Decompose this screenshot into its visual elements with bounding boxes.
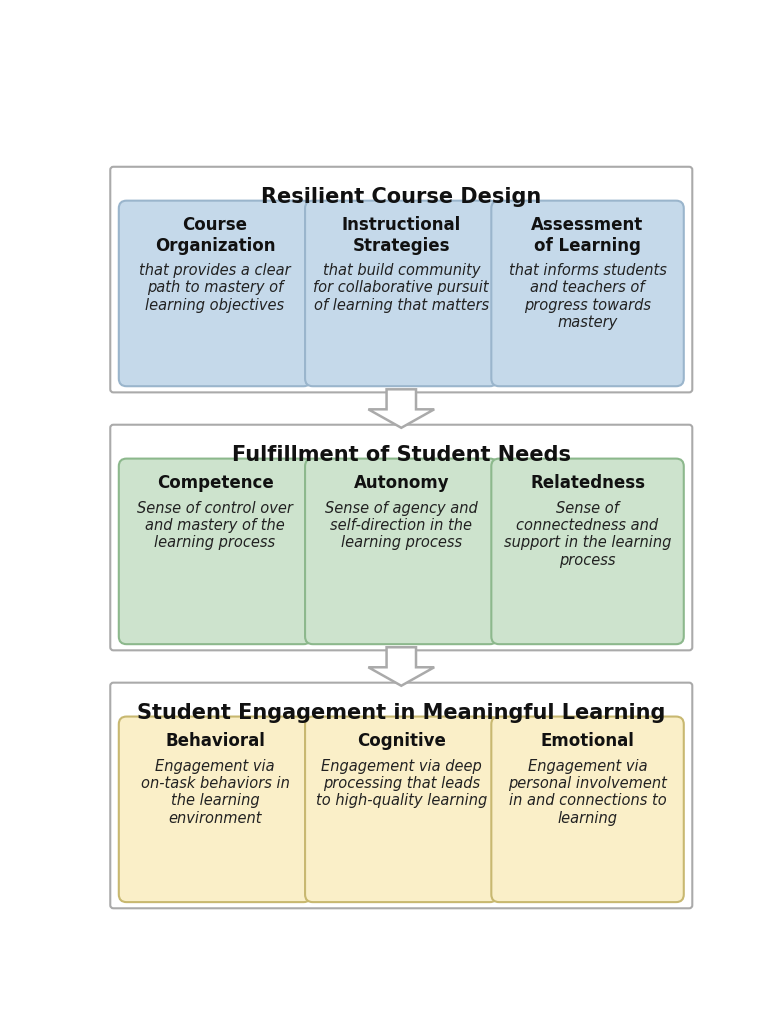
FancyBboxPatch shape	[491, 201, 684, 386]
Text: Relatedness: Relatedness	[530, 474, 645, 492]
Text: Autonomy: Autonomy	[353, 474, 449, 492]
Text: Sense of control over
and mastery of the
learning process: Sense of control over and mastery of the…	[137, 501, 293, 550]
FancyBboxPatch shape	[110, 425, 692, 650]
Text: that provides a clear
path to mastery of
learning objectives: that provides a clear path to mastery of…	[139, 263, 290, 312]
Text: Engagement via
personal involvement
in and connections to
learning: Engagement via personal involvement in a…	[508, 759, 667, 825]
FancyBboxPatch shape	[491, 717, 684, 902]
Text: Engagement via deep
processing that leads
to high-quality learning: Engagement via deep processing that lead…	[316, 759, 487, 808]
Text: that informs students
and teachers of
progress towards
mastery: that informs students and teachers of pr…	[509, 263, 666, 330]
FancyBboxPatch shape	[305, 201, 497, 386]
FancyBboxPatch shape	[305, 459, 497, 644]
Text: Assessment
of Learning: Assessment of Learning	[532, 216, 644, 255]
Text: Competence: Competence	[157, 474, 273, 492]
Text: Course
Organization: Course Organization	[155, 216, 276, 255]
Polygon shape	[368, 389, 435, 428]
FancyBboxPatch shape	[119, 717, 312, 902]
Text: Resilient Course Design: Resilient Course Design	[262, 186, 541, 207]
Text: Cognitive: Cognitive	[357, 732, 446, 750]
Text: Student Engagement in Meaningful Learning: Student Engagement in Meaningful Learnin…	[137, 702, 666, 723]
FancyBboxPatch shape	[110, 167, 692, 392]
Text: Behavioral: Behavioral	[165, 732, 265, 750]
FancyBboxPatch shape	[119, 459, 312, 644]
Text: that build community
for collaborative pursuit
of learning that matters: that build community for collaborative p…	[313, 263, 489, 312]
FancyBboxPatch shape	[305, 717, 497, 902]
Polygon shape	[368, 647, 435, 686]
Text: Sense of agency and
self-direction in the
learning process: Sense of agency and self-direction in th…	[325, 501, 478, 550]
Text: Emotional: Emotional	[540, 732, 634, 750]
FancyBboxPatch shape	[119, 201, 312, 386]
FancyBboxPatch shape	[110, 683, 692, 908]
Text: Engagement via
on-task behaviors in
the learning
environment: Engagement via on-task behaviors in the …	[141, 759, 290, 825]
Text: Fulfillment of Student Needs: Fulfillment of Student Needs	[232, 444, 571, 465]
Text: Sense of
connectedness and
support in the learning
process: Sense of connectedness and support in th…	[503, 501, 671, 567]
Text: Instructional
Strategies: Instructional Strategies	[341, 216, 461, 255]
FancyBboxPatch shape	[491, 459, 684, 644]
